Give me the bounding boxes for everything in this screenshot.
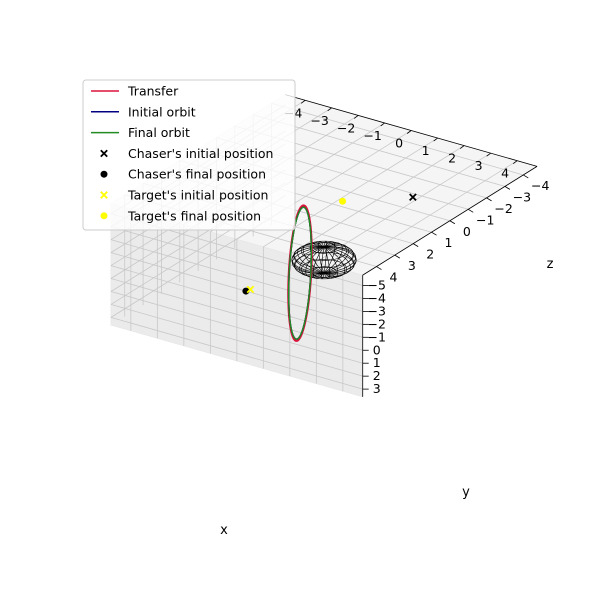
y-tick-label-mark <box>486 197 492 202</box>
grid-line-z <box>110 265 363 338</box>
x-tick-label: 4 <box>501 166 509 181</box>
z-tick-label: 2 <box>373 368 381 383</box>
orbit-2 <box>287 206 313 340</box>
y-tick-label-mark <box>449 220 456 225</box>
y-tick-label: 3 <box>408 258 416 273</box>
z-tick-label: −5 <box>367 278 385 293</box>
z-tick-label: −2 <box>367 316 385 331</box>
legend-label: Chaser's initial position <box>128 146 273 161</box>
legend: Transfer Initial orbit Final orbit Chaser's… <box>82 79 296 231</box>
legend-label: Final orbit <box>128 125 190 140</box>
x-tick-label: 2 <box>448 151 456 166</box>
legend-frame <box>82 79 296 231</box>
legend-swatch <box>100 212 108 220</box>
grid-line-y <box>271 102 524 176</box>
legend-swatch <box>100 191 108 199</box>
grid-line-z <box>110 316 363 390</box>
x-tick-label: 1 <box>422 143 430 158</box>
y-tick-label-mark <box>431 231 437 236</box>
axis-labels: x y z <box>220 257 553 538</box>
grid-line-z <box>110 304 363 377</box>
x-tick-label-mark <box>512 160 518 165</box>
x-tick-label: 0 <box>395 136 403 151</box>
z-tick-label: −4 <box>367 290 385 305</box>
z-tick-label: 1 <box>373 355 381 370</box>
legend-label: Chaser's final position <box>128 167 266 182</box>
grid-line-z <box>110 226 363 299</box>
y-tick-label: 0 <box>463 224 471 239</box>
series-group <box>242 193 417 342</box>
x-tick-label: −3 <box>310 113 328 128</box>
y-tick-label: −4 <box>531 178 549 193</box>
x-tick-label-mark <box>380 122 385 127</box>
y-tick-label: 4 <box>389 270 397 285</box>
legend-label: Transfer <box>127 84 179 99</box>
x-tick-label-mark <box>433 137 438 142</box>
y-tick-label: 2 <box>426 247 434 262</box>
y-tick-label: −2 <box>494 201 512 216</box>
z-tick-label: 3 <box>373 381 381 396</box>
y-tick-label: 1 <box>445 235 453 250</box>
legend-swatch <box>100 170 108 178</box>
grid-line-z <box>110 278 363 351</box>
x-tick-label: −1 <box>363 128 381 143</box>
grid-line-z <box>110 291 363 364</box>
x-tick-label-mark <box>353 115 359 119</box>
y-axis-label: y <box>462 485 470 500</box>
grid-line-z <box>110 252 363 325</box>
x-tick-label-mark <box>486 152 491 157</box>
point-3 <box>409 193 417 202</box>
x-axis-label: x <box>220 523 228 538</box>
x-tick-label: 3 <box>475 158 483 173</box>
legend-label: Target's final position <box>127 208 261 223</box>
z-tick-label: −3 <box>367 303 385 318</box>
y-tick-label-mark <box>412 243 419 247</box>
legend-swatch <box>100 149 108 158</box>
y-tick-label-mark <box>394 254 401 259</box>
y-tick-label-mark <box>523 174 529 179</box>
central-body-sphere <box>291 240 357 280</box>
y-tick-label-mark <box>376 266 382 270</box>
point-5 <box>246 285 255 294</box>
x-tick-label-mark <box>300 99 306 104</box>
legend-label: Target's initial position <box>127 188 268 203</box>
z-axis-label: z <box>547 257 554 272</box>
y-tick-label-mark <box>504 186 511 190</box>
grid-line-z <box>110 239 363 312</box>
y-tick-label: −3 <box>513 189 531 204</box>
point-6 <box>339 197 347 205</box>
x-tick-label: −2 <box>337 120 355 135</box>
x-tick-label-mark <box>327 107 332 112</box>
x-tick-label-mark <box>459 145 465 149</box>
legend-label: Initial orbit <box>128 104 196 119</box>
y-tick-label: −1 <box>476 212 494 227</box>
z-tick-label: 0 <box>373 342 381 357</box>
z-tick-label: −1 <box>367 329 385 344</box>
sphere-meridian <box>293 246 355 274</box>
x-tick-label-mark <box>406 130 412 134</box>
y-tick-label-mark <box>468 208 474 213</box>
